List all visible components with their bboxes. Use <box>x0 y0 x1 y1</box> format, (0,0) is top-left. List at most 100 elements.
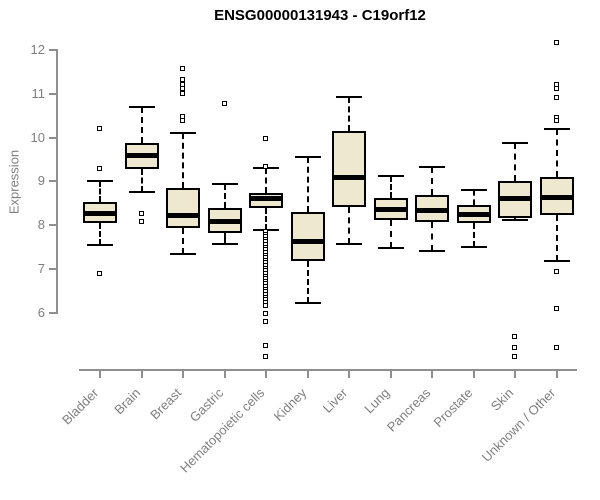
y-tick-mark <box>49 268 57 271</box>
whisker-cap-lower-brain <box>128 190 155 193</box>
x-tick-mark <box>265 369 267 378</box>
whisker-upper-unknown-other <box>555 128 558 177</box>
whisker-lower-brain <box>140 169 143 192</box>
outlier-point-breast <box>180 65 185 71</box>
outlier-point-breast <box>180 118 185 124</box>
whisker-lower-pancreas <box>431 222 433 251</box>
outlier-point-bladder <box>97 125 102 131</box>
whisker-cap-upper-gastric <box>211 182 238 185</box>
outlier-point-hematopoietic-cells <box>263 164 268 170</box>
outlier-point-bladder <box>97 271 102 277</box>
whisker-upper-kidney <box>306 157 309 213</box>
whisker-upper-bladder <box>99 181 101 203</box>
whisker-cap-upper-skin <box>502 142 528 145</box>
x-axis-line <box>79 369 577 371</box>
whisker-upper-pancreas <box>431 167 433 195</box>
box-breast <box>166 187 200 228</box>
outlier-point-hematopoietic-cells <box>263 342 268 348</box>
box-liver <box>332 130 366 207</box>
outlier-point-unknown-other <box>553 305 559 311</box>
whisker-cap-lower-breast <box>170 252 196 255</box>
whisker-lower-kidney <box>306 260 309 304</box>
y-tick-mark <box>49 311 57 314</box>
whisker-cap-upper-liver <box>336 95 362 98</box>
y-tick-mark <box>49 136 57 139</box>
whisker-cap-lower-liver <box>336 243 362 246</box>
whisker-cap-upper-breast <box>170 132 196 135</box>
outlier-point-breast <box>180 90 185 96</box>
whisker-lower-unknown-other <box>555 214 558 262</box>
median-pancreas <box>417 207 447 213</box>
whisker-lower-hematopoietic-cells <box>265 208 267 230</box>
x-tick-mark <box>306 369 309 378</box>
x-tick-mark <box>472 369 475 378</box>
whisker-cap-upper-unknown-other <box>543 127 570 130</box>
whisker-lower-liver <box>348 206 350 245</box>
median-lung <box>375 206 406 212</box>
outlier-point-unknown-other <box>553 118 559 123</box>
outlier-point-hematopoietic-cells <box>263 353 268 359</box>
outlier-point-unknown-other <box>553 86 559 92</box>
whisker-lower-lung <box>389 219 392 249</box>
whisker-upper-hematopoietic-cells <box>265 168 267 193</box>
outlier-point-unknown-other <box>553 39 559 45</box>
outlier-point-skin <box>512 353 517 359</box>
outlier-point-unknown-other <box>553 268 559 274</box>
whisker-cap-lower-kidney <box>294 302 321 305</box>
y-tick-label: 6 <box>37 304 45 320</box>
whisker-upper-liver <box>348 96 350 131</box>
whisker-cap-upper-prostate <box>460 188 487 191</box>
whisker-upper-prostate <box>472 189 475 206</box>
median-kidney <box>292 239 323 245</box>
outlier-point-breast <box>180 76 185 82</box>
outlier-point-hematopoietic-cells <box>263 135 268 141</box>
whisker-cap-upper-brain <box>128 105 155 108</box>
median-prostate <box>458 211 489 217</box>
x-tick-mark <box>223 369 226 378</box>
whisker-upper-brain <box>140 106 143 144</box>
outlier-point-skin <box>512 345 517 351</box>
whisker-cap-upper-pancreas <box>419 166 445 169</box>
median-gastric <box>209 219 240 225</box>
y-tick-mark <box>49 180 57 183</box>
median-hematopoietic-cells <box>251 196 281 202</box>
outlier-point-hematopoietic-cells <box>263 303 268 309</box>
whisker-cap-lower-skin <box>502 219 528 222</box>
y-tick-mark <box>49 92 57 95</box>
outlier-point-hematopoietic-cells <box>263 318 268 324</box>
whisker-upper-breast <box>182 133 184 188</box>
box-kidney <box>290 212 325 261</box>
whisker-upper-skin <box>514 143 516 181</box>
y-tick-mark <box>49 224 57 227</box>
whisker-lower-bladder <box>99 223 101 246</box>
outlier-point-unknown-other <box>553 95 559 101</box>
whisker-cap-lower-gastric <box>211 243 238 246</box>
y-tick-label: 10 <box>30 129 45 145</box>
median-breast <box>168 212 198 218</box>
median-skin <box>500 196 530 202</box>
whisker-cap-lower-bladder <box>87 244 113 247</box>
whisker-lower-gastric <box>223 233 226 245</box>
outlier-point-gastric <box>221 100 227 106</box>
x-tick-mark <box>389 369 392 378</box>
whisker-lower-breast <box>182 227 184 254</box>
y-tick-label: 11 <box>31 85 46 101</box>
outlier-point-unknown-other <box>553 345 559 351</box>
x-tick-mark <box>140 369 143 378</box>
x-tick-mark <box>182 369 184 378</box>
y-tick-label: 8 <box>37 217 45 233</box>
median-brain <box>126 152 157 158</box>
whisker-cap-lower-lung <box>377 247 404 250</box>
outlier-point-brain <box>138 210 144 216</box>
whisker-cap-lower-pancreas <box>419 249 445 252</box>
whisker-cap-lower-unknown-other <box>543 260 570 263</box>
y-tick-label: 9 <box>37 173 45 189</box>
whisker-cap-upper-bladder <box>87 180 113 183</box>
whisker-lower-skin <box>514 218 516 221</box>
whisker-cap-upper-kidney <box>294 156 321 159</box>
y-axis-line <box>56 49 58 314</box>
median-unknown-other <box>541 194 572 200</box>
x-tick-mark <box>514 369 516 378</box>
x-tick-mark <box>348 369 350 378</box>
